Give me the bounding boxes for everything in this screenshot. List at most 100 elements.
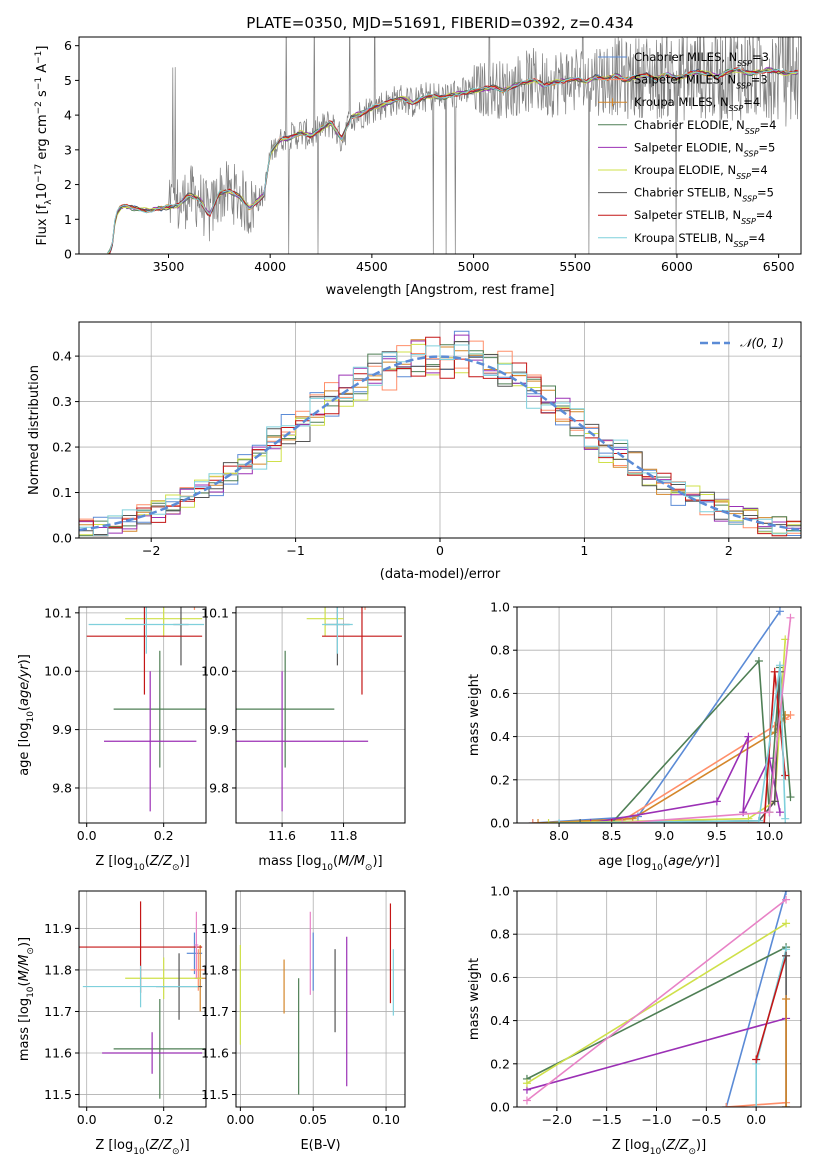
y-tick-label: 11.5 <box>201 1087 229 1102</box>
plus-marker-kroupa_elodie <box>522 1079 531 1088</box>
label-part: =5 <box>758 140 775 154</box>
label-part: SSP <box>729 104 744 113</box>
label-part: Kroupa MILES, N <box>634 95 729 109</box>
x-tick-label: 0.0 <box>77 828 97 843</box>
label-part: ( <box>17 981 32 986</box>
plot-area <box>528 607 795 823</box>
y-axis-label: mass [log10(M/M⊙)] <box>17 937 36 1061</box>
histogram-kroupa_stelib <box>79 344 801 537</box>
figure-title: PLATE=0350, MJD=51691, FIBERID=0392, z=0… <box>246 14 633 32</box>
y-tick-label: 2 <box>64 177 72 192</box>
legend-label: Salpeter MILES, NSSP=3 <box>634 73 768 91</box>
plot-area <box>239 903 394 1095</box>
y-tick-label: 0.4 <box>490 1013 510 1028</box>
label-part: Salpeter MILES, N <box>634 73 736 87</box>
axes-frame <box>516 606 802 824</box>
label-part: 10 <box>133 1147 145 1157</box>
x-tick-label: 9.0 <box>654 828 674 843</box>
y-tick-label: 0.1 <box>52 485 72 500</box>
label-part: =4 <box>751 163 768 177</box>
x-tick-label: 0.2 <box>154 828 174 843</box>
chart-panel: 8.0 8.5 9.0 9.5 10.0 0.0 0.2 0.4 0.6 0.8 1.0 <box>490 600 802 843</box>
label-part: SSP <box>734 239 749 248</box>
x-tick-label: 11.6 <box>268 828 296 843</box>
label-part: ( <box>333 854 338 869</box>
y-tick-label: 11.5 <box>44 1087 72 1102</box>
plus-marker-chabrier_stelib <box>770 797 779 806</box>
label-part: wavelength [Angstrom, rest frame] <box>326 283 555 298</box>
label-part: ⊙ <box>172 1147 180 1157</box>
label-part: SSP <box>737 59 752 68</box>
plus-marker-kroupa_stelib <box>555 819 564 823</box>
label-part: ⊙ <box>688 1147 696 1157</box>
plus-marker-kroupa_miles <box>782 1103 791 1107</box>
label-part: =3 <box>752 50 769 64</box>
x-tick-label: 0.0 <box>77 1112 97 1127</box>
legend-label: Kroupa MILES, NSSP=4 <box>634 95 760 113</box>
x-axis-label: E(B-V) <box>300 1138 340 1153</box>
plus-marker-salpeter_stelib <box>770 667 779 676</box>
label-part: Kroupa STELIB, N <box>634 231 734 245</box>
x-axis-label: Z [log10(Z/Z⊙)] <box>95 854 189 873</box>
label-part: mass [log <box>258 854 321 869</box>
legend-label: Salpeter ELODIE, NSSP=5 <box>634 140 775 158</box>
label-part: Z [log <box>612 1138 650 1153</box>
label-part: −17 <box>34 164 44 183</box>
y-tick-label: 11.6 <box>44 1046 72 1061</box>
y-tick-label: 5 <box>64 73 72 88</box>
label-part: Z/Z <box>149 1138 173 1153</box>
y-tick-label: 0.8 <box>490 643 510 658</box>
plus-marker-kroupa_miles <box>781 711 790 719</box>
label-part: )] <box>180 1138 190 1153</box>
label-part: s <box>35 90 50 101</box>
plus-marker-salpeter_stelib <box>607 819 616 823</box>
x-tick-label: −1.5 <box>592 1112 622 1127</box>
mass-weight-line-chabrier_elodie <box>611 659 792 823</box>
x-tick-label: 8.5 <box>602 828 622 843</box>
y-tick-label: 11.9 <box>44 921 72 936</box>
label-part: =3 <box>751 73 768 87</box>
chart-panel: −2.0 −1.5 −1.0 −0.5 0.0 0.0 0.2 0.4 0.6 0.8 1.0 <box>490 884 802 1127</box>
x-axis-label: Z [log10(Z/Z⊙)] <box>612 1138 706 1157</box>
y-tick-label: 0.8 <box>490 927 510 942</box>
label-part: 10 <box>133 863 145 873</box>
axes-frame <box>78 606 207 824</box>
y-tick-label: 10.1 <box>44 605 72 620</box>
y-tick-label: 0 <box>64 247 72 262</box>
label-part: )] <box>710 854 720 869</box>
label-part: −2 <box>34 101 44 114</box>
label-part: age/yr <box>17 663 32 706</box>
x-axis-label: age [log10(age/yr)] <box>598 854 720 873</box>
y-tick-label: 0.2 <box>490 772 510 787</box>
legend-label: Kroupa STELIB, NSSP=4 <box>634 231 765 249</box>
histogram-legend: 𝒩(0, 1) <box>700 336 784 350</box>
plus-marker-salpeter_stelib <box>752 1055 761 1064</box>
label-part: Kroupa ELODIE, N <box>634 163 736 177</box>
label-part: age/yr <box>668 854 711 869</box>
plus-marker-pink <box>522 1096 531 1105</box>
plus-marker-kroupa_miles <box>782 995 791 1003</box>
x-tick-label: 0.00 <box>226 1112 254 1127</box>
y-tick-label: 9.9 <box>209 722 229 737</box>
label-part: 10 <box>651 863 663 873</box>
mass-weight-line-salpeter_stelib <box>611 671 786 823</box>
label-part: −1 <box>34 51 44 64</box>
y-tick-label: 0.0 <box>52 531 72 546</box>
label-part: )] <box>17 937 32 947</box>
y-tick-label: 1.0 <box>490 884 510 899</box>
label-part: A <box>35 64 50 77</box>
label-part: Normed distribution <box>27 365 42 495</box>
label-part: ⊙ <box>365 863 373 873</box>
y-tick-label: 0.0 <box>490 816 510 831</box>
label-part: 10 <box>650 1147 662 1157</box>
y-tick-label: 9.8 <box>52 780 72 795</box>
mass-weight-line-salpeter_stelib <box>755 955 787 1060</box>
x-tick-label: 0.2 <box>154 1112 174 1127</box>
plus-marker-salpeter_elodie <box>712 797 721 806</box>
label-part: −1 <box>34 77 44 90</box>
mass-weight-line-chabrier_miles <box>532 610 781 823</box>
y-tick-label: 6 <box>64 38 72 53</box>
x-tick-label: 6000 <box>661 259 693 274</box>
y-tick-label: 11.7 <box>44 1004 72 1019</box>
y-axis-label: age [log10(age/yr)] <box>17 654 36 776</box>
